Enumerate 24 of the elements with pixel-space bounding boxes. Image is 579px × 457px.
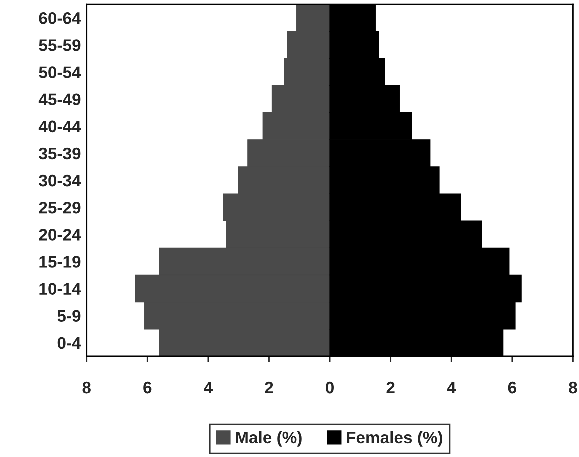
y-tick-label: 50-54 [39, 66, 82, 78]
x-tick-label: 6 [144, 382, 152, 394]
x-tick-label: 4 [204, 382, 213, 394]
y-tick-label: 5-9 [58, 310, 81, 322]
x-tick-label: 4 [447, 382, 456, 394]
x-tick-label: 8 [569, 382, 578, 394]
x-tick-label: 0 [326, 382, 334, 394]
y-tick-label: 35-39 [39, 148, 81, 160]
legend-label: Male (%) [236, 431, 302, 447]
x-tick-label: 2 [265, 382, 274, 394]
y-tick-label: 55-59 [39, 40, 81, 52]
x-tick-label: 6 [508, 382, 516, 394]
y-tick-label: 30-34 [39, 174, 82, 187]
y-tick-label: 60-64 [39, 12, 82, 24]
y-tick-label: 0-4 [58, 337, 82, 350]
y-tick-label: 25-29 [39, 202, 81, 214]
legend-label: Females (%) [347, 431, 442, 447]
x-tick-label: 2 [386, 382, 395, 394]
x-tick-label: 8 [82, 382, 91, 394]
y-tick-label: 15-19 [40, 256, 81, 268]
y-tick-label: 20-24 [39, 229, 82, 241]
y-tick-label: 10-14 [40, 283, 82, 295]
y-tick-label: 45-49 [38, 94, 81, 106]
y-tick-label: 40-44 [38, 120, 82, 133]
